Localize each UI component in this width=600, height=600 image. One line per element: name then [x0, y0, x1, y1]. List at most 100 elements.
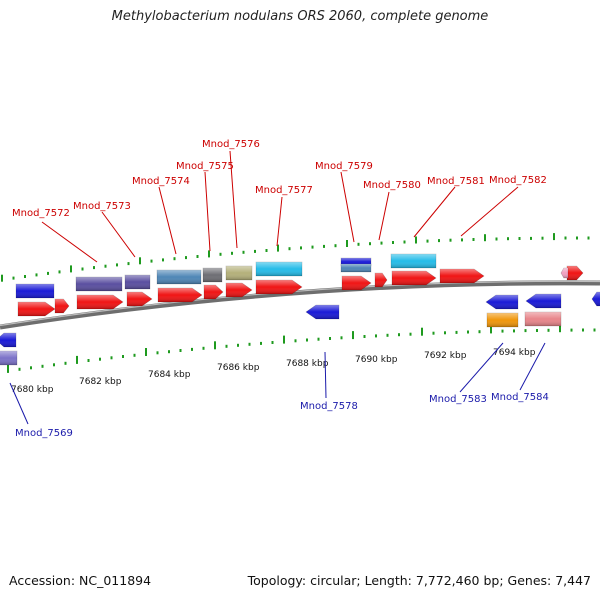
minor-tick	[191, 347, 193, 351]
minor-tick	[12, 276, 15, 280]
leader-line	[460, 186, 519, 237]
minor-tick	[472, 238, 475, 241]
minor-tick	[495, 237, 498, 241]
gene-block-steelblue	[156, 269, 202, 285]
minor-tick	[392, 241, 394, 244]
minor-tick	[173, 257, 176, 261]
leader-line	[324, 351, 327, 399]
tick-label: 7692 kbp	[424, 351, 467, 361]
minor-tick	[254, 249, 256, 253]
tick-label: 7684 kbp	[148, 370, 191, 380]
gene-label: Mnod_7569	[15, 428, 73, 439]
minor-tick	[478, 330, 481, 334]
minor-tick	[162, 258, 164, 262]
minor-tick	[570, 328, 573, 332]
minor-tick	[357, 242, 360, 246]
reverse-leader-lines	[9, 342, 546, 425]
minor-tick	[461, 238, 463, 242]
minor-tick	[398, 333, 400, 337]
gene-forward-arrow	[17, 301, 56, 317]
gene-reverse-arrow	[525, 293, 562, 309]
gene-forward-arrow	[391, 270, 437, 286]
minor-tick	[547, 328, 550, 332]
gene-forward-arrow	[255, 279, 303, 295]
minor-tick	[18, 367, 21, 371]
minor-tick	[576, 236, 578, 240]
minor-tick	[403, 240, 406, 244]
minor-tick	[225, 344, 228, 348]
minor-tick	[248, 342, 251, 346]
gene-label: Mnod_7580	[363, 180, 421, 191]
minor-tick	[288, 247, 291, 251]
major-tick	[352, 331, 354, 340]
leader-line	[229, 150, 238, 249]
minor-tick	[518, 237, 521, 240]
gene-label: Mnod_7576	[202, 139, 260, 150]
minor-tick	[99, 357, 101, 361]
major-tick	[208, 250, 210, 258]
gene-block-blue	[15, 283, 55, 299]
reverse-gene-labels: Mnod_7569 Mnod_7578 Mnod_7583 Mnod_7584	[15, 392, 549, 439]
leader-line	[41, 221, 98, 263]
leader-line	[158, 186, 177, 255]
minor-tick	[409, 332, 412, 336]
major-tick	[283, 335, 285, 344]
minor-tick	[41, 364, 44, 368]
tick-label: 7694 kbp	[493, 348, 536, 358]
genome-backbone	[0, 280, 600, 330]
tick-label: 7688 kbp	[286, 359, 329, 369]
minor-tick	[24, 275, 26, 278]
major-tick	[145, 348, 147, 356]
tick-label: 7686 kbp	[217, 363, 260, 373]
gene-label: Mnod_7575	[176, 161, 234, 172]
minor-tick	[265, 249, 268, 252]
gene-label: Mnod_7584	[491, 392, 549, 403]
inner-tick-track	[7, 324, 596, 373]
gene-block-cyan	[255, 261, 303, 277]
gene-forward-arrow	[341, 275, 372, 291]
gene-block-pink	[524, 311, 562, 327]
minor-tick	[110, 356, 113, 360]
gene-label: Mnod_7579	[315, 161, 373, 172]
minor-tick	[87, 359, 90, 362]
gene-forward-arrow	[54, 298, 70, 314]
major-tick	[490, 325, 492, 334]
gene-reverse-arrow	[485, 294, 519, 310]
leader-line	[101, 211, 136, 258]
minor-tick	[271, 341, 274, 344]
gene-label: Mnod_7577	[255, 185, 313, 196]
minor-tick	[513, 329, 515, 333]
leader-line	[413, 186, 456, 238]
major-tick	[415, 236, 417, 244]
major-tick	[421, 327, 423, 336]
leader-line	[459, 342, 504, 393]
leader-line	[9, 382, 29, 425]
minor-tick	[179, 349, 182, 352]
minor-tick	[306, 338, 308, 342]
gene-forward-arrow	[374, 272, 388, 288]
minor-tick	[564, 236, 567, 240]
minor-tick	[530, 236, 532, 240]
gene-forward-arrow	[126, 291, 153, 307]
leader-line	[276, 196, 283, 247]
gene-label: Mnod_7574	[132, 176, 190, 187]
minor-tick	[300, 246, 302, 250]
leader-line	[519, 342, 546, 391]
minor-tick	[35, 273, 38, 277]
leader-line	[204, 171, 211, 252]
gene-block-grey	[202, 267, 223, 283]
major-tick	[76, 355, 78, 364]
minor-tick	[375, 334, 377, 338]
genome-title: Methylobacterium nodulans ORS 2060, comp…	[111, 9, 489, 24]
gene-forward-arrow	[76, 294, 124, 310]
gene-block-orange	[486, 312, 519, 328]
gene-block-purple	[75, 276, 123, 292]
gene-block-purple	[124, 274, 151, 290]
forward-leader-lines	[41, 150, 519, 263]
major-tick	[346, 240, 348, 247]
minor-tick	[363, 335, 366, 338]
minor-tick	[242, 250, 245, 254]
minor-tick	[501, 329, 504, 333]
minor-tick	[116, 263, 118, 267]
position-labels: 7680 kbp 7682 kbp 7684 kbp 7686 kbp 7688…	[11, 348, 536, 395]
